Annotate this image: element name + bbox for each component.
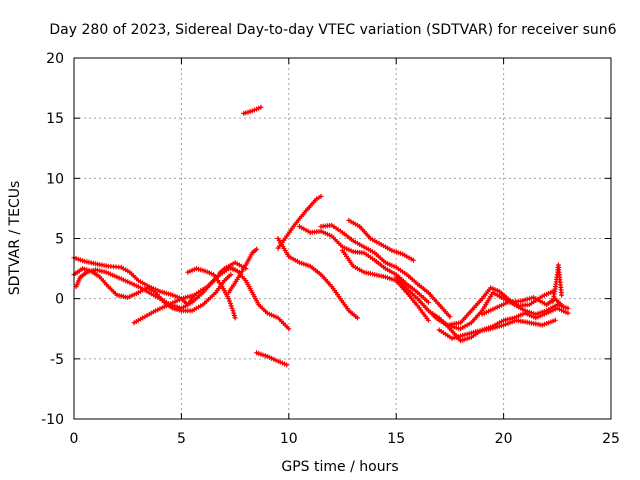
y-tick-label: 20 bbox=[46, 51, 64, 67]
data-point bbox=[254, 246, 260, 252]
series-track-5 bbox=[217, 264, 292, 332]
series-track-20 bbox=[241, 104, 264, 116]
series-track-6 bbox=[185, 266, 238, 321]
chart-title: Day 280 of 2023, Sidereal Day-to-day VTE… bbox=[49, 22, 616, 38]
y-tick-label: -10 bbox=[41, 412, 64, 428]
series-track-8 bbox=[275, 193, 324, 251]
series-track-17 bbox=[436, 317, 558, 341]
x-tick-label: 10 bbox=[280, 431, 298, 447]
x-tick-label: 25 bbox=[602, 431, 620, 447]
y-tick-label: 10 bbox=[46, 171, 64, 187]
data-point bbox=[226, 296, 232, 302]
data-point bbox=[425, 299, 431, 305]
data-point bbox=[228, 303, 234, 309]
data-point bbox=[230, 308, 236, 314]
series-track-16 bbox=[432, 285, 556, 328]
data-point bbox=[552, 317, 558, 323]
data-point bbox=[355, 315, 360, 321]
x-tick-label: 0 bbox=[70, 431, 79, 447]
series-track-7 bbox=[226, 246, 260, 296]
series-track-21 bbox=[254, 350, 290, 368]
data-point bbox=[565, 305, 571, 311]
data-point bbox=[229, 305, 235, 311]
series-track-10 bbox=[297, 224, 431, 305]
data-point bbox=[561, 304, 567, 310]
x-tick-label: 5 bbox=[177, 431, 186, 447]
series-track-4 bbox=[131, 264, 242, 326]
data-point bbox=[565, 310, 571, 316]
series-track-11 bbox=[318, 222, 453, 320]
data-point bbox=[228, 272, 234, 278]
data-point bbox=[232, 315, 238, 321]
data-point bbox=[425, 317, 431, 323]
y-tick-label: -5 bbox=[50, 352, 64, 368]
y-tick-label: 0 bbox=[55, 292, 64, 308]
data-point bbox=[447, 314, 453, 320]
data-point bbox=[318, 193, 324, 199]
series-track-13 bbox=[346, 217, 416, 263]
axis-layer: 0 5 10 15 20 25 -10 -5 0 5 10 15 20 bbox=[41, 51, 620, 447]
data-point bbox=[231, 310, 237, 316]
y-axis-label: SDTVAR / TECUs bbox=[7, 181, 23, 296]
data-layer bbox=[71, 104, 571, 368]
y-tick-label: 5 bbox=[55, 232, 64, 248]
data-point bbox=[410, 257, 416, 263]
x-axis-label: GPS time / hours bbox=[281, 459, 398, 475]
x-tick-label: 15 bbox=[387, 431, 405, 447]
grid-layer bbox=[74, 58, 611, 419]
series-track-9 bbox=[275, 236, 360, 321]
y-tick-label: 15 bbox=[46, 111, 64, 127]
data-point bbox=[258, 104, 264, 110]
data-point bbox=[231, 313, 237, 318]
x-tick-label: 20 bbox=[495, 431, 513, 447]
data-point bbox=[286, 326, 292, 332]
data-point bbox=[559, 292, 565, 298]
data-point bbox=[227, 298, 232, 304]
series-line bbox=[72, 256, 196, 306]
series-track-19 bbox=[550, 262, 565, 304]
data-point bbox=[284, 362, 290, 368]
data-point bbox=[227, 301, 233, 306]
